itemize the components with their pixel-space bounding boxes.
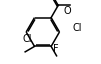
Text: Cl: Cl — [73, 23, 82, 33]
Text: F: F — [53, 44, 59, 54]
Text: O: O — [63, 6, 71, 16]
Text: Cl: Cl — [22, 34, 32, 44]
